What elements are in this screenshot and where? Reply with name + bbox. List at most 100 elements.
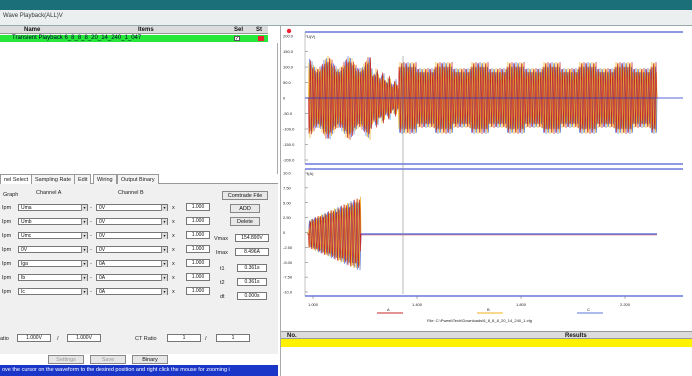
scale-input[interactable]: 1.000	[186, 231, 210, 239]
imax-value: 8.496A	[235, 248, 269, 256]
ratio-label: atio	[0, 336, 9, 342]
tab-sampling-rate[interactable]: Sampling Rate	[31, 174, 76, 184]
chevron-down-icon[interactable]: ▾	[161, 261, 167, 267]
binary-button[interactable]: Binary	[132, 355, 168, 364]
channel-b-select[interactable]: 0V ▾	[96, 246, 168, 253]
chevron-down-icon[interactable]: ▾	[161, 205, 167, 211]
t1-label: t1	[220, 266, 225, 272]
channel-a-select[interactable]: Umc ▾	[18, 232, 88, 239]
chevron-down-icon[interactable]: ▾	[81, 219, 87, 225]
multiply-sign: x	[172, 247, 175, 253]
panel-unit-label: I(A)	[307, 171, 314, 176]
minus-sign: -	[90, 261, 92, 267]
status-bar: ove the cursor on the waveform to the de…	[0, 365, 278, 376]
panel-unit-label: U(V)	[307, 34, 316, 39]
results-col-no: No.	[287, 333, 297, 339]
scale-input[interactable]: 1.000	[186, 273, 210, 281]
col-st[interactable]: St	[256, 27, 262, 33]
series-line	[307, 198, 363, 268]
x-tick-label: 1.000	[308, 302, 319, 307]
results-row[interactable]	[281, 339, 692, 347]
multiply-sign: x	[172, 289, 175, 295]
y-tick-label: 200.0	[283, 34, 294, 39]
multiply-sign: x	[172, 275, 175, 281]
chevron-down-icon[interactable]: ▾	[161, 233, 167, 239]
legend-label: C	[587, 307, 590, 312]
col-sel[interactable]: Sel	[234, 27, 244, 33]
chevron-down-icon[interactable]: ▾	[161, 275, 167, 281]
row-label: Ipm	[2, 275, 12, 281]
channel-select-panel: Graph Channel A Channel B Ipm Uma ▾ -0V ▾ x 1.…	[0, 184, 278, 354]
chevron-down-icon[interactable]: ▾	[81, 261, 87, 267]
t2-label: t2	[220, 280, 225, 286]
channel-b-select[interactable]: 0V ▾	[96, 218, 168, 225]
tab-channel-select[interactable]: nel Select	[0, 174, 33, 184]
channel-a-select[interactable]: Umb ▾	[18, 218, 88, 225]
table-header: Name Items Sel St	[0, 26, 268, 34]
y-tick-label: 10.0	[283, 171, 292, 176]
col-items[interactable]: Items	[138, 27, 154, 33]
scale-input[interactable]: 1.000	[186, 259, 210, 267]
y-tick-label: -150.0	[283, 142, 295, 147]
multiply-sign: x	[172, 219, 175, 225]
tab-edit[interactable]: Edit	[74, 174, 92, 184]
window-title: Wave Playback(ALL)V	[3, 13, 63, 19]
add-button[interactable]: ADD	[230, 204, 260, 213]
waveform-chart[interactable]: 200.0 150.0 100.0 50.0 0 -50.0 -100.0 -150.0 -20…	[281, 26, 692, 326]
channel-a-select[interactable]: Iga ▾	[18, 260, 88, 267]
channel-b-select[interactable]: 0V ▾	[96, 204, 168, 211]
minus-sign: -	[90, 219, 92, 225]
ratio-slash: /	[57, 336, 59, 342]
channel-b-select[interactable]: 0A ▾	[96, 288, 168, 295]
results-header: No. Results	[281, 331, 692, 339]
row-label: Ipm	[2, 219, 12, 225]
tab-wiring[interactable]: Wiring	[93, 174, 117, 184]
x-tick-label: 1.400	[412, 302, 423, 307]
y-tick-label: -10.0	[283, 290, 293, 295]
chevron-down-icon[interactable]: ▾	[161, 247, 167, 253]
pt-ratio-primary[interactable]: 1.000V	[17, 334, 51, 342]
chevron-down-icon[interactable]: ▾	[81, 289, 87, 295]
col-name[interactable]: Name	[24, 27, 41, 33]
scale-input[interactable]: 1.000	[186, 203, 210, 211]
legend-label: B	[487, 307, 490, 312]
delete-button[interactable]: Delete	[230, 217, 260, 226]
scale-input[interactable]: 1.000	[186, 245, 210, 253]
y-tick-label: -7.50	[283, 275, 293, 280]
vmax-label: Vmax	[214, 236, 229, 242]
waveform-pane: 200.0 150.0 100.0 50.0 0 -50.0 -100.0 -150.0 -20…	[280, 26, 692, 376]
chevron-down-icon[interactable]: ▾	[81, 205, 87, 211]
save-button[interactable]: Save	[90, 355, 126, 364]
window-top-strip	[0, 0, 692, 10]
tab-strip: nel Select Sampling Rate Edit Wiring Out…	[0, 174, 278, 184]
y-tick-label: -50.0	[283, 111, 293, 116]
ct-slash: /	[205, 336, 207, 342]
chevron-down-icon[interactable]: ▾	[81, 233, 87, 239]
chevron-down-icon[interactable]: ▾	[81, 247, 87, 253]
channel-b-select[interactable]: 0V ▾	[96, 232, 168, 239]
channel-b-select[interactable]: 0A ▾	[96, 274, 168, 281]
comtrade-file-button[interactable]: Comtrade File	[222, 191, 268, 200]
table-row[interactable]: Transient Playback 6_8_8_8_20_14_240_1_0…	[0, 35, 268, 42]
sel-checkbox[interactable]: ✓	[234, 36, 240, 42]
tab-output-binary[interactable]: Output Binary	[117, 174, 159, 184]
scale-input[interactable]: 1.000	[186, 217, 210, 225]
chevron-down-icon[interactable]: ▾	[161, 289, 167, 295]
title-bar: Wave Playback(ALL)V	[0, 10, 692, 26]
ct-ratio-primary[interactable]: 1	[167, 334, 201, 342]
channel-a-select[interactable]: 0V ▾	[18, 246, 88, 253]
channel-a-select[interactable]: Uma ▾	[18, 204, 88, 211]
ct-ratio-label: CT Ratio	[135, 336, 157, 342]
channel-a-select[interactable]: Ib ▾	[18, 274, 88, 281]
channel-a-select[interactable]: Ic ▾	[18, 288, 88, 295]
scale-input[interactable]: 1.000	[186, 287, 210, 295]
ct-ratio-secondary[interactable]: 1	[216, 334, 250, 342]
chevron-down-icon[interactable]: ▾	[161, 219, 167, 225]
row-name: Transient Playback 6_8_8_8_20_14_240_1_0…	[12, 35, 142, 41]
pt-ratio-secondary[interactable]: 1.000V	[67, 334, 101, 342]
chevron-down-icon[interactable]: ▾	[81, 275, 87, 281]
vmax-value: 154.890V	[235, 234, 269, 242]
settings-button[interactable]: Settings	[48, 355, 84, 364]
channel-b-select[interactable]: 0A ▾	[96, 260, 168, 267]
y-tick-label: -5.00	[283, 260, 293, 265]
